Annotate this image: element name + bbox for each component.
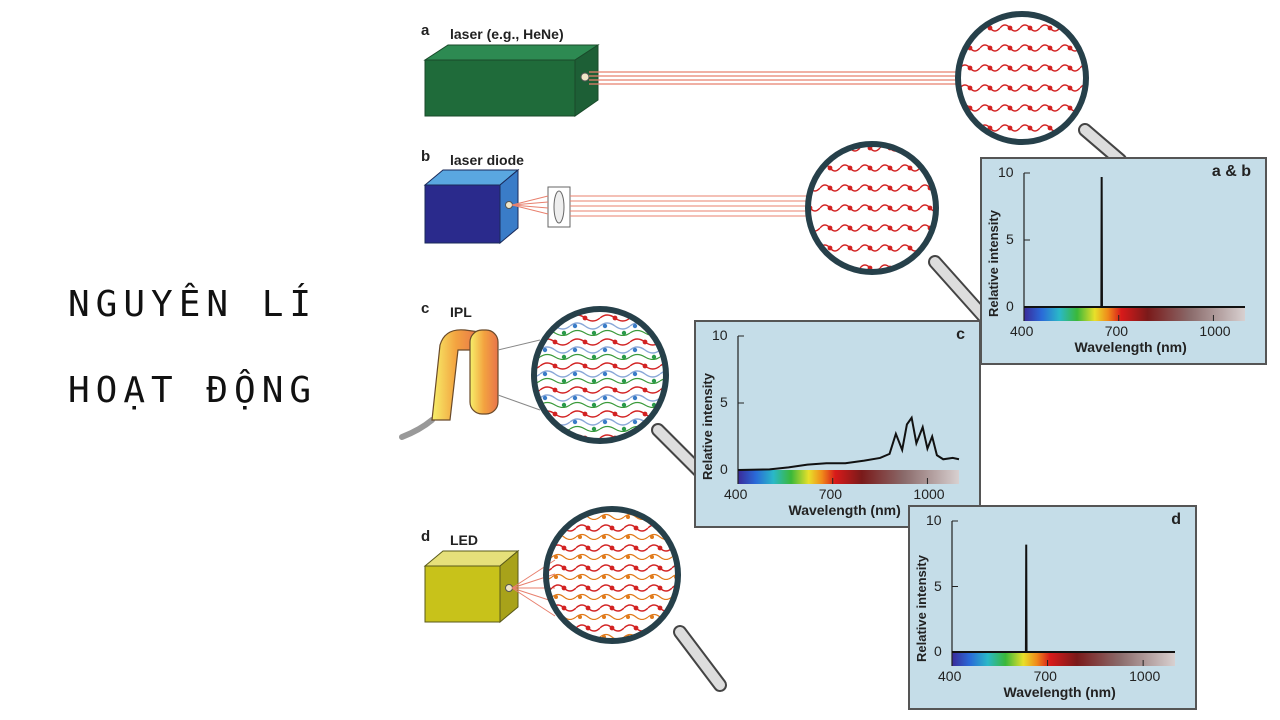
spectrum-line — [737, 415, 960, 471]
y-axis-label: Relative intensity — [914, 555, 929, 662]
chart-title: a & b — [1211, 163, 1251, 180]
x-tick-label: 700 — [818, 486, 843, 502]
device-d-letter: d — [421, 528, 431, 545]
chart-title: d — [1171, 511, 1181, 528]
device-c-letter: c — [421, 300, 430, 317]
y-tick-label: 0 — [934, 643, 942, 659]
laser-diode-device-b — [423, 168, 571, 245]
x-tick-label: 700 — [1033, 668, 1057, 684]
y-tick-label: 5 — [1006, 231, 1014, 247]
x-tick-label: 1000 — [913, 486, 945, 502]
x-tick-label: 400 — [938, 668, 962, 684]
x-tick-label: 1000 — [1129, 668, 1161, 684]
spectrum-chart-d: d 0 5 10 400 700 1000 Wavelength (nm) Relative i… — [908, 505, 1197, 710]
spectrum-chart-ab: a & b 0 5 10 400 700 1000 Wavelength (nm) Relati… — [980, 157, 1267, 365]
x-tick-label: 700 — [1104, 323, 1129, 339]
device-a-label: laser (e.g., HeNe) — [450, 26, 564, 42]
spectrum-line — [952, 544, 1175, 653]
y-tick-label: 0 — [720, 461, 728, 477]
spectrum-chart-c: c 0 5 10 400 700 1000 Wavelength (nm) Relative i… — [694, 320, 981, 528]
x-axis-label: Wavelength (nm) — [1003, 684, 1116, 700]
y-axis-label: Relative intensity — [986, 210, 1001, 317]
laser-device-a — [423, 44, 600, 117]
x-axis-label: Wavelength (nm) — [788, 502, 901, 518]
spectrum-line — [1024, 177, 1245, 308]
chart-title: c — [956, 326, 965, 343]
y-tick-label: 10 — [998, 164, 1014, 180]
magnifier-a — [955, 11, 1127, 167]
laser-beam-b — [511, 195, 810, 217]
y-tick-label: 5 — [934, 577, 942, 594]
x-tick-label: 400 — [1010, 323, 1034, 339]
magnifier-c — [531, 306, 707, 479]
spectrum-strip — [1024, 307, 1245, 321]
y-tick-label: 10 — [712, 327, 728, 343]
device-b-letter: b — [421, 148, 431, 165]
ipl-device-c — [399, 329, 541, 440]
magnifier-d — [543, 506, 727, 692]
y-tick-label: 5 — [720, 394, 728, 410]
device-c-label: IPL — [450, 304, 472, 320]
y-tick-label: 10 — [926, 512, 942, 528]
y-axis-label: Relative intensity — [700, 373, 715, 480]
device-d-label: LED — [450, 532, 478, 548]
magnifier-b — [805, 141, 992, 325]
y-tick-label: 0 — [1006, 298, 1014, 314]
chart-plot — [737, 335, 960, 484]
chart-plot — [1023, 172, 1245, 321]
spectrum-strip — [952, 652, 1175, 666]
x-tick-label: 1000 — [1199, 323, 1231, 339]
chart-plot — [951, 520, 1175, 666]
x-axis-label: Wavelength (nm) — [1074, 339, 1187, 355]
x-tick-label: 400 — [724, 486, 748, 502]
title-line-2: HOẠT ĐỘNG — [68, 370, 318, 411]
title-line-1: NGUYÊN LÍ — [68, 284, 318, 325]
spectrum-strip — [738, 470, 959, 484]
device-a-letter: a — [421, 22, 430, 39]
device-b-label: laser diode — [450, 152, 524, 168]
laser-beam-a — [589, 71, 960, 85]
led-device-d — [423, 549, 520, 624]
